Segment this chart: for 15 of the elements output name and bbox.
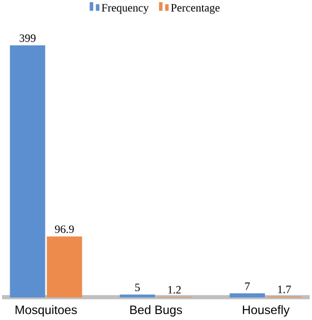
bar xyxy=(230,293,266,298)
data-label: 7 xyxy=(245,282,250,290)
legend-label: Frequency xyxy=(102,4,149,14)
data-label: 1.7 xyxy=(278,286,292,294)
data-label: 5 xyxy=(135,284,140,292)
x-tick-label: Bed Bugs xyxy=(130,305,182,317)
x-tick-label: Housefly xyxy=(243,305,290,317)
data-label: 96.9 xyxy=(55,225,74,234)
bar xyxy=(10,45,46,298)
x-tick-label: Mosquitoes xyxy=(16,305,78,317)
legend-label: Percentage xyxy=(171,4,220,14)
data-label: 399 xyxy=(20,34,36,42)
data-label: 1.2 xyxy=(168,286,181,294)
bar xyxy=(46,236,82,298)
bar xyxy=(120,294,156,298)
